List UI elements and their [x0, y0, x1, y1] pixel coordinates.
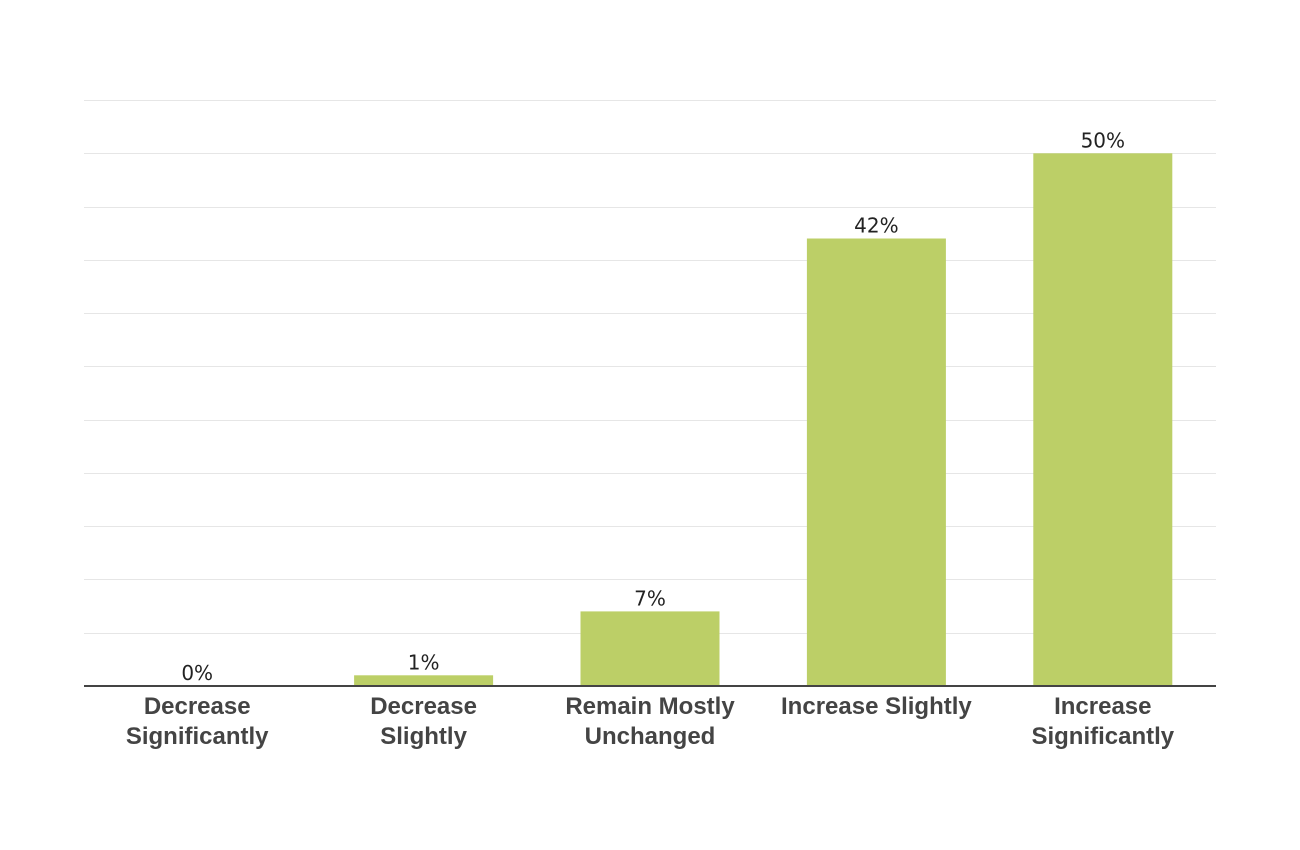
category-label-4: Increase Significantly	[1031, 693, 1174, 750]
bar-3	[806, 238, 946, 686]
category-label-3: Increase Slightly	[781, 693, 972, 720]
category-label-line: Significantly	[126, 723, 269, 750]
value-label-2: 7%	[634, 586, 666, 610]
value-label-3: 42%	[854, 214, 898, 238]
category-label-line: Remain Mostly	[565, 693, 735, 720]
category-label-1: Decrease Slightly	[370, 693, 477, 750]
bar-2	[580, 611, 720, 686]
grid-layer	[84, 100, 1216, 634]
value-label-0: 0%	[181, 661, 213, 685]
bar-layer	[354, 153, 1173, 687]
category-label-line: Increase Slightly	[781, 693, 972, 720]
bar-1	[354, 675, 494, 686]
label-layer: 0% Decrease Significantly 1% Decrease Slightl…	[126, 128, 1175, 750]
category-label-line: Significantly	[1031, 723, 1174, 750]
category-label-line: Unchanged	[585, 723, 716, 750]
category-label-line: Decrease	[144, 693, 251, 720]
value-label-4: 50%	[1081, 128, 1125, 152]
category-label-0: Decrease Significantly	[126, 693, 269, 750]
category-label-line: Increase	[1054, 693, 1151, 720]
value-label-1: 1%	[408, 650, 440, 674]
bar-4	[1033, 153, 1173, 687]
category-label-line: Decrease	[370, 693, 477, 720]
category-label-line: Slightly	[380, 723, 467, 750]
category-label-2: Remain Mostly Unchanged	[565, 693, 735, 750]
